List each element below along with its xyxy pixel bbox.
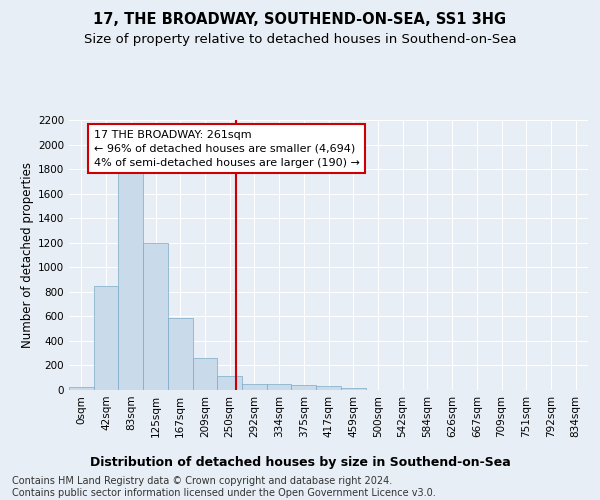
Bar	[94, 286, 118, 390]
Bar	[217, 376, 242, 390]
Text: 17, THE BROADWAY, SOUTHEND-ON-SEA, SS1 3HG: 17, THE BROADWAY, SOUTHEND-ON-SEA, SS1 3…	[94, 12, 506, 28]
Bar	[267, 384, 292, 390]
Text: Contains public sector information licensed under the Open Government Licence v3: Contains public sector information licen…	[12, 488, 436, 498]
Y-axis label: Number of detached properties: Number of detached properties	[21, 162, 34, 348]
Text: 17 THE BROADWAY: 261sqm
← 96% of detached houses are smaller (4,694)
4% of semi-: 17 THE BROADWAY: 261sqm ← 96% of detache…	[94, 130, 359, 168]
Bar	[292, 386, 316, 390]
Bar	[242, 384, 267, 390]
Text: Distribution of detached houses by size in Southend-on-Sea: Distribution of detached houses by size …	[89, 456, 511, 469]
Bar	[143, 242, 168, 390]
Bar	[69, 387, 94, 390]
Bar	[316, 386, 341, 390]
Bar	[341, 388, 365, 390]
Bar	[168, 318, 193, 390]
Bar	[118, 170, 143, 390]
Text: Size of property relative to detached houses in Southend-on-Sea: Size of property relative to detached ho…	[83, 32, 517, 46]
Text: Contains HM Land Registry data © Crown copyright and database right 2024.: Contains HM Land Registry data © Crown c…	[12, 476, 392, 486]
Bar	[193, 358, 217, 390]
